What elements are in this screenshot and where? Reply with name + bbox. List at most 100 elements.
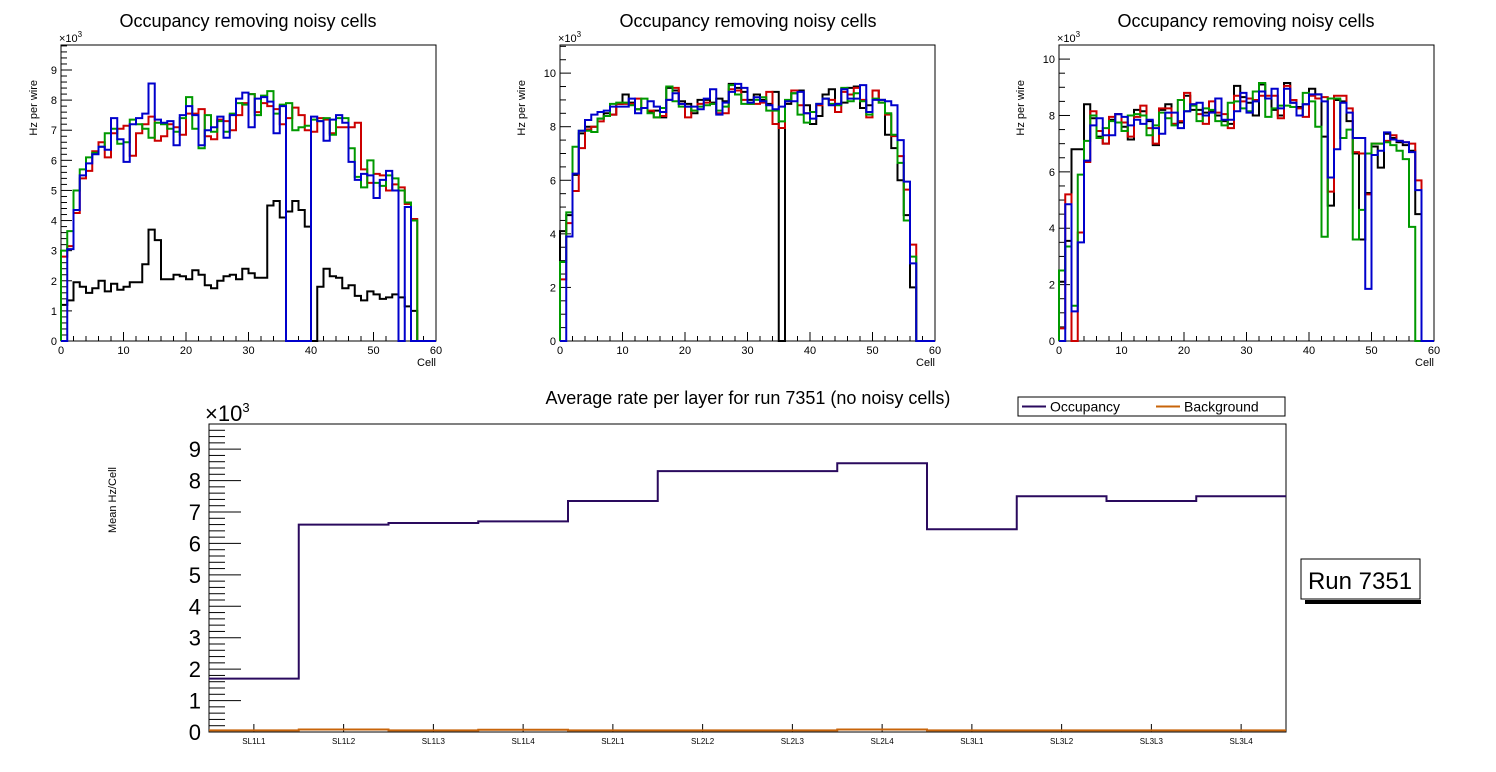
series-layer-4-line: [61, 82, 436, 342]
x-tick-label: 50: [367, 345, 379, 357]
series-layer-3-line: [1058, 82, 1434, 342]
x-category-label: SL1L1: [242, 737, 266, 746]
x-category-label: SL1L4: [512, 737, 536, 746]
x-tick-label: 0: [1056, 345, 1062, 357]
x-tick-label: 0: [557, 345, 563, 357]
x-category-label: SL2L3: [781, 737, 805, 746]
y-tick-label: 8: [1049, 110, 1055, 122]
y-multiplier-label: ×103: [1057, 30, 1081, 45]
x-tick-label: 50: [1365, 345, 1377, 357]
y-multiplier-base: ×10: [59, 33, 78, 45]
y-multiplier-base: ×10: [1057, 33, 1076, 45]
y-tick-label: 4: [550, 229, 556, 241]
y-tick-label: 4: [189, 594, 201, 619]
y-tick-label: 7: [189, 500, 201, 525]
y-multiplier-exponent: 3: [577, 30, 582, 39]
y-tick-label: 4: [1049, 223, 1055, 235]
y-multiplier-label: ×103: [205, 400, 250, 426]
x-tick-label: 60: [1428, 345, 1440, 357]
x-category-label: SL2L4: [871, 737, 895, 746]
x-axis-label: Cell: [1415, 357, 1434, 369]
run-label: Run 7351: [1308, 568, 1412, 595]
y-tick-label: 5: [189, 563, 201, 588]
x-axis-label: Cell: [916, 357, 935, 369]
x-category-label: SL3L4: [1230, 737, 1254, 746]
y-multiplier-exponent: 3: [242, 400, 249, 415]
series-background-line: [209, 728, 1286, 732]
y-multiplier-exponent: 3: [1076, 30, 1081, 39]
x-tick-label: 30: [1240, 345, 1252, 357]
x-tick-label: 20: [679, 345, 691, 357]
y-tick-label: 0: [189, 720, 201, 745]
y-tick-label: 9: [189, 437, 201, 462]
series-layer-1-line: [60, 199, 436, 342]
x-tick-label: 10: [117, 345, 129, 357]
y-multiplier-label: ×103: [59, 30, 83, 45]
y-multiplier-label: ×103: [558, 30, 582, 45]
legend-label-background: Background: [1184, 399, 1259, 415]
series-layer-4-line: [1059, 87, 1434, 342]
plot-frame: [208, 423, 1287, 733]
x-category-label: SL3L2: [1050, 737, 1074, 746]
y-tick-label: 6: [550, 175, 556, 187]
y-tick-label: 1: [189, 689, 201, 714]
y-tick-label: 2: [51, 276, 57, 288]
y-multiplier-base: ×10: [205, 401, 242, 426]
y-tick-label: 6: [1049, 167, 1055, 179]
series-layer-2-line: [559, 86, 935, 342]
x-axis-label: Cell: [417, 357, 436, 369]
series-layer-3-line: [559, 84, 935, 342]
y-tick-label: 3: [51, 246, 57, 258]
y-tick-label: 0: [1049, 336, 1055, 348]
x-category-label: SL2L2: [691, 737, 715, 746]
chart-title: Occupancy removing noisy cells: [1117, 11, 1374, 31]
x-category-label: SL2L1: [601, 737, 625, 746]
y-axis-label: Mean Hz/Cell: [107, 467, 119, 533]
histogram-panel-3: Occupancy removing noisy cells 0 2 4 6 8 10 0 10…: [1015, 11, 1440, 369]
legend-box: [1017, 396, 1286, 417]
y-tick-label: 10: [544, 68, 556, 80]
y-tick-label: 8: [550, 122, 556, 134]
x-tick-label: 60: [929, 345, 941, 357]
chart-title: Average rate per layer for run 7351 (no …: [546, 388, 951, 408]
y-tick-label: 3: [189, 626, 201, 651]
y-tick-label: 4: [51, 216, 57, 228]
x-tick-label: 10: [1115, 345, 1127, 357]
y-tick-label: 2: [550, 282, 556, 294]
y-multiplier-base: ×10: [558, 33, 577, 45]
series-layer-1-line: [559, 82, 935, 342]
legend: Occupancy Background: [1017, 396, 1286, 417]
x-tick-label: 20: [180, 345, 192, 357]
run-box: [1300, 558, 1421, 600]
y-axis-label: Hz per wire: [1015, 80, 1027, 136]
series-occupancy-line: [209, 462, 1286, 680]
y-multiplier-exponent: 3: [78, 30, 83, 39]
x-category-label: SL1L3: [422, 737, 446, 746]
x-tick-label: 50: [866, 345, 878, 357]
x-category-label: SL1L2: [332, 737, 356, 746]
x-tick-label: 20: [1178, 345, 1190, 357]
y-axis-label: Hz per wire: [28, 80, 40, 136]
y-tick-label: 8: [189, 469, 201, 494]
run-box-shadow: [1305, 600, 1421, 604]
x-category-label: SL3L3: [1140, 737, 1164, 746]
x-tick-label: 60: [430, 345, 442, 357]
x-tick-label: 30: [242, 345, 254, 357]
run-annotation: Run 7351: [1300, 558, 1421, 604]
chart-title: Occupancy removing noisy cells: [619, 11, 876, 31]
x-category-label: SL3L1: [960, 737, 984, 746]
y-tick-label: 0: [550, 336, 556, 348]
average-rate-panel: Average rate per layer for run 7351 (no …: [107, 388, 1287, 746]
y-tick-label: 7: [51, 125, 57, 137]
x-tick-label: 0: [58, 345, 64, 357]
y-tick-label: 10: [1043, 54, 1055, 66]
y-tick-label: 2: [1049, 280, 1055, 292]
y-tick-label: 8: [51, 95, 57, 107]
plot-frame: [1058, 44, 1435, 342]
x-tick-label: 10: [616, 345, 628, 357]
series-layer-4-line: [560, 82, 935, 342]
x-tick-label: 40: [804, 345, 816, 357]
y-tick-label: 6: [189, 531, 201, 556]
y-axis-label: Hz per wire: [516, 80, 528, 136]
